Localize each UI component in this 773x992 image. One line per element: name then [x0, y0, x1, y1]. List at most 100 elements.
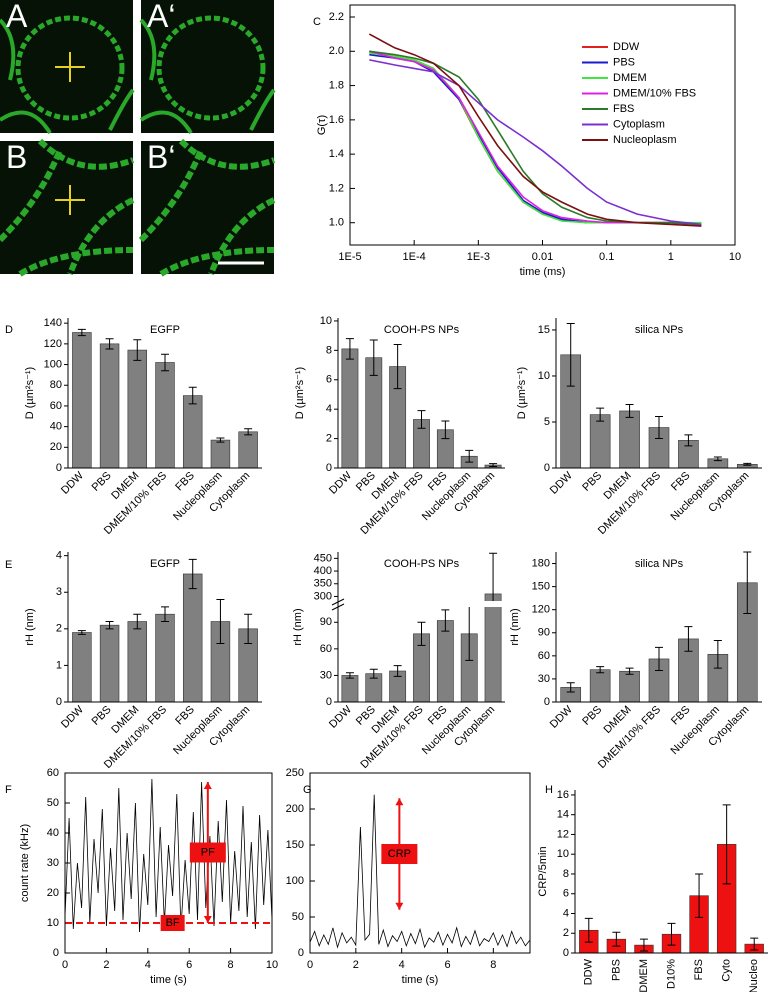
y-tick-label: 150: [532, 581, 550, 593]
annotation-box: [189, 842, 226, 863]
annotation-text: PF: [201, 846, 215, 858]
x-tick-label: 1: [668, 251, 674, 263]
bar: [210, 439, 231, 469]
x-tick-label: DDW: [583, 958, 595, 985]
y-tick-label: 30: [47, 857, 59, 869]
axis-lines: [574, 790, 768, 954]
error-bar: [722, 804, 731, 885]
error-bar: [441, 420, 450, 440]
y-axis-label: D (µm²s⁻¹): [516, 367, 528, 419]
x-tick-label: PBS: [580, 704, 604, 728]
axis-lines: [337, 318, 505, 469]
error-bar: [584, 917, 593, 943]
chart-title: EGFP: [150, 324, 180, 336]
error-bar: [393, 665, 402, 677]
error-bar: [188, 386, 197, 405]
error-bar: [655, 415, 663, 440]
legend-label: Nucleoplasm: [613, 134, 677, 146]
y-tick-label: 0: [563, 947, 569, 959]
y-tick-label: 16: [557, 789, 569, 801]
y-tick-label: 10: [47, 917, 59, 929]
x-tick-label: 0: [62, 959, 68, 971]
panel-label: H: [545, 784, 553, 796]
y-tick-label: 0: [544, 462, 550, 474]
legend-label: Cytoplasm: [613, 118, 665, 130]
y-tick-label: 120: [532, 604, 550, 616]
y-tick-label: 400: [314, 565, 332, 577]
y-tick-label: 250: [286, 767, 304, 779]
y-tick-label: 180: [532, 557, 550, 569]
y-tick-label: 60: [320, 643, 332, 655]
error-bar: [743, 551, 752, 615]
image-b-prime: B‘: [138, 138, 276, 277]
y-tick-label: 5: [544, 416, 550, 428]
y-axis-label: rH (nm): [509, 608, 521, 645]
x-tick-label: 0.01: [532, 251, 553, 263]
axis-lines: [555, 552, 762, 703]
error-bar: [566, 682, 575, 693]
y-axis-label: D (µm²s⁻¹): [294, 367, 306, 419]
y-tick-label: 12: [557, 828, 569, 840]
micrographs: A A‘ B B‘: [0, 0, 276, 277]
y-tick-label: 0: [56, 696, 62, 708]
x-tick-label: 2: [353, 959, 359, 971]
y-tick-label: 40: [50, 421, 62, 433]
bar: [99, 624, 120, 703]
annotation-box: [160, 915, 185, 931]
trace: [309, 794, 531, 949]
y-tick-label: 100: [286, 875, 304, 887]
error-bar: [695, 873, 704, 918]
error-bar: [77, 630, 86, 635]
x-tick-label: Nucleo: [748, 959, 760, 992]
y-tick-label: 1: [56, 659, 62, 671]
annotation-text: CRP: [388, 848, 411, 860]
axis-lines: [337, 552, 505, 703]
bar: [99, 343, 120, 469]
x-axis-label: time (ms): [520, 266, 566, 278]
error-bar: [596, 666, 605, 674]
y-tick-label: 0: [56, 462, 62, 474]
y-tick-label: 100: [44, 358, 62, 370]
y-tick-label: 2: [56, 623, 62, 635]
legend-label: DMEM/10% FBS: [613, 87, 696, 99]
error-bar: [77, 328, 86, 337]
error-bar: [566, 323, 575, 387]
x-tick-label: FBS: [669, 470, 693, 494]
legend-label: DDW: [613, 41, 640, 53]
y-tick-label: 10: [557, 848, 569, 860]
y-tick-label: 300: [314, 590, 332, 602]
y-tick-label: 0: [326, 462, 332, 474]
image-label: B‘: [147, 139, 175, 175]
x-tick-label: 1E-5: [338, 251, 361, 263]
bar: [155, 613, 175, 703]
x-tick-label: 4: [145, 959, 151, 971]
y-tick-label: 200: [286, 803, 304, 815]
bar: [182, 395, 203, 469]
image-label: B: [6, 139, 27, 175]
axis-lines: [555, 318, 762, 469]
y-axis-label: count rate (kHz): [19, 824, 31, 902]
error-bar: [216, 599, 225, 644]
bar: [341, 348, 359, 469]
y-axis-label: rH (nm): [24, 608, 36, 645]
y-axis-label: CRP/5min: [537, 846, 549, 896]
y-tick-label: 30: [538, 673, 550, 685]
error-bar: [743, 462, 752, 466]
y-tick-label: 2.0: [329, 45, 344, 57]
x-tick-label: DDW: [59, 469, 86, 496]
error-bar: [393, 343, 402, 390]
bar: [619, 410, 640, 469]
bar: [341, 675, 359, 703]
y-tick-label: 15: [538, 324, 550, 336]
error-bar: [369, 668, 378, 679]
error-bar: [345, 338, 354, 360]
error-bar: [133, 613, 142, 630]
y-tick-label: 14: [557, 809, 569, 821]
y-tick-label: 450: [314, 552, 332, 564]
y-tick-label: 350: [314, 578, 332, 590]
x-tick-label: DDW: [548, 703, 575, 730]
error-bar: [369, 339, 378, 376]
annotation-text: BF: [166, 917, 180, 929]
y-tick-label: 6: [563, 888, 569, 900]
y-tick-label: 0: [298, 947, 304, 959]
